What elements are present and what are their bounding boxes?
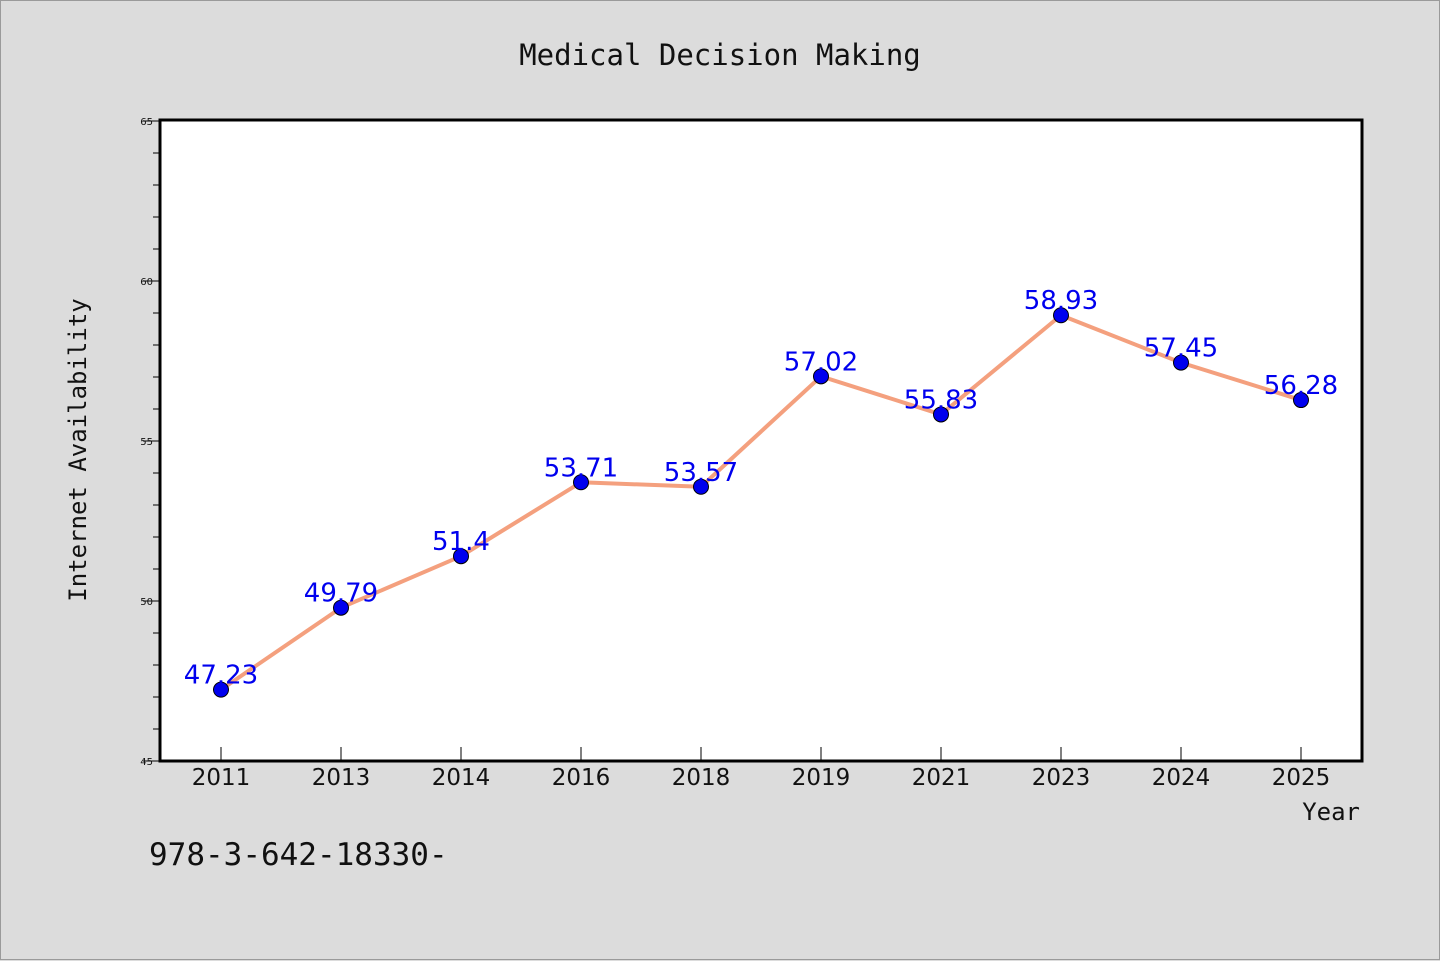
data-point xyxy=(933,406,949,423)
data-label: 55.83 xyxy=(904,385,978,415)
data-label: 56.28 xyxy=(1264,371,1338,401)
y-tick-label: 55 xyxy=(140,437,153,448)
data-point xyxy=(693,478,709,495)
data-point xyxy=(1173,354,1189,371)
x-tick-label: 2021 xyxy=(912,765,971,791)
x-tick-label: 2024 xyxy=(1152,765,1211,791)
x-axis-ticks: 2011 2013 2014 2016 2018 2019 2021 2023 2024 2025 xyxy=(192,747,1331,791)
data-label: 57.02 xyxy=(784,347,858,377)
data-point xyxy=(453,548,469,565)
series-layer xyxy=(213,307,1309,698)
chart-title: Medical Decision Making xyxy=(519,38,921,72)
y-tick-label: 45 xyxy=(140,757,153,768)
data-point xyxy=(1293,392,1309,409)
data-label: 47.23 xyxy=(184,661,258,691)
y-tick-label: 60 xyxy=(140,277,153,288)
x-tick-label: 2011 xyxy=(192,765,251,791)
x-tick-label: 2016 xyxy=(552,765,611,791)
data-label: 51.4 xyxy=(432,527,490,557)
series-line xyxy=(219,313,1302,692)
data-label: 53.57 xyxy=(664,458,738,488)
data-point xyxy=(333,599,349,616)
data-point xyxy=(213,681,229,698)
y-axis-ticks: 45 50 55 60 65 xyxy=(140,117,161,768)
data-label: 58.93 xyxy=(1024,286,1098,316)
data-label: 57.45 xyxy=(1144,334,1218,364)
data-point xyxy=(1053,307,1069,324)
data-label: 49.79 xyxy=(304,579,378,609)
x-tick-label: 2023 xyxy=(1032,765,1091,791)
plot-area xyxy=(158,118,1364,763)
data-point xyxy=(573,474,589,491)
data-label: 53.71 xyxy=(544,453,618,483)
x-tick-label: 2018 xyxy=(672,765,731,791)
data-point xyxy=(813,368,829,385)
y-axis-label: Internet Availability xyxy=(64,298,92,601)
x-tick-label: 2013 xyxy=(312,765,371,791)
y-tick-label: 50 xyxy=(140,597,153,608)
y-tick-label: 65 xyxy=(140,117,153,128)
data-label-layer: 47.23 49.79 51.4 53.71 53.57 57.02 55.83 58.93 5… xyxy=(184,286,1338,690)
footnote-isbn: 978-3-642-18330- xyxy=(149,837,448,873)
x-tick-label: 2019 xyxy=(792,765,851,791)
x-tick-label: 2025 xyxy=(1272,765,1331,791)
x-axis-label: Year xyxy=(1302,798,1360,826)
x-tick-label: 2014 xyxy=(432,765,491,791)
